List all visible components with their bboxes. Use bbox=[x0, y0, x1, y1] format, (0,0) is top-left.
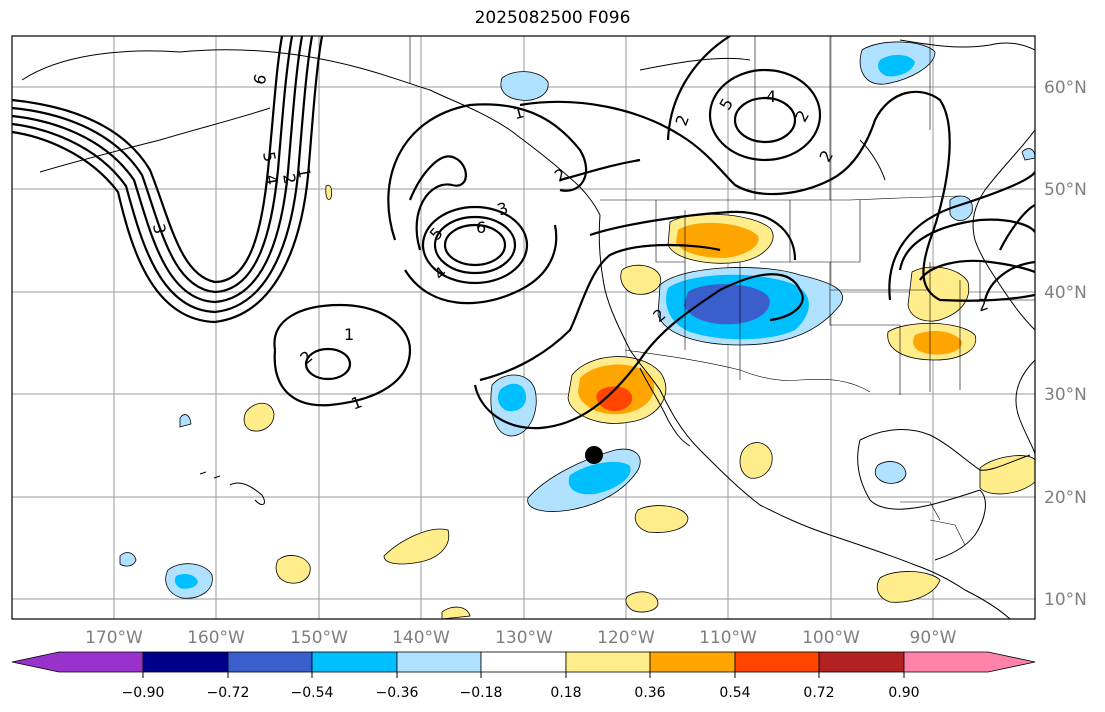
political-borders bbox=[409, 36, 1035, 546]
lat-label: 30°N bbox=[1044, 385, 1087, 405]
colorbar-segment bbox=[396, 651, 482, 673]
colorbar-tick-label: 0.90 bbox=[888, 685, 919, 701]
map-title: 2025082500 F096 bbox=[474, 8, 631, 28]
latitude-labels: 60°N 50°N 40°N 30°N 20°N 10°N bbox=[1044, 78, 1087, 610]
longitude-labels: 170°W 160°W 150°W 140°W 130°W 120°W 110°… bbox=[85, 628, 957, 648]
colorbar-tick-label: −0.72 bbox=[207, 685, 250, 701]
lat-label: 40°N bbox=[1044, 283, 1087, 303]
contour-label: 2 bbox=[279, 172, 299, 185]
contour-label: 6 bbox=[476, 218, 486, 237]
lon-label: 140°W bbox=[392, 628, 450, 648]
contour-label: 5 bbox=[259, 150, 279, 163]
colorbar-tick-label: −0.54 bbox=[291, 685, 334, 701]
lat-label: 20°N bbox=[1044, 488, 1087, 508]
colorbar-segment bbox=[311, 651, 398, 673]
lon-label: 100°W bbox=[802, 628, 860, 648]
colorbar-segment bbox=[818, 651, 905, 673]
lat-label: 10°N bbox=[1044, 590, 1087, 610]
coastlines bbox=[21, 39, 1035, 619]
lon-label: 150°W bbox=[290, 628, 348, 648]
lat-label: 50°N bbox=[1044, 180, 1087, 200]
colorbar-tick-label: −0.90 bbox=[122, 685, 165, 701]
lon-label: 120°W bbox=[597, 628, 655, 648]
point-marker bbox=[585, 446, 603, 464]
lon-label: 160°W bbox=[187, 628, 245, 648]
colorbar-segment bbox=[480, 651, 567, 673]
colorbar-segment bbox=[734, 651, 820, 673]
colorbar-tick-label: −0.36 bbox=[376, 685, 419, 701]
colorbar-ticks bbox=[142, 672, 905, 678]
colorbar-segment bbox=[565, 651, 651, 673]
lat-label: 60°N bbox=[1044, 78, 1087, 98]
colorbar-segment bbox=[11, 651, 144, 673]
colorbar-tick-label: 0.54 bbox=[719, 685, 750, 701]
colorbar-segment bbox=[142, 651, 229, 673]
contour-label: 1 bbox=[294, 166, 314, 179]
lon-label: 90°W bbox=[910, 628, 957, 648]
lon-label: 170°W bbox=[85, 628, 143, 648]
colorbar bbox=[11, 651, 1036, 673]
contour-lines bbox=[12, 36, 1035, 430]
colorbar-tick-labels: −0.90 −0.72 −0.54 −0.36 −0.18 0.18 0.36 … bbox=[122, 685, 920, 701]
map-frame bbox=[11, 35, 1036, 620]
contour-label: 1 bbox=[511, 102, 526, 123]
contour-label: 3 bbox=[149, 222, 169, 235]
colorbar-tick-label: 0.36 bbox=[634, 685, 665, 701]
colorbar-segment bbox=[227, 651, 313, 673]
colorbar-segment bbox=[649, 651, 736, 673]
contour-label: 4 bbox=[766, 87, 776, 106]
contour-label: 6 bbox=[250, 72, 271, 87]
contour-label: 4 bbox=[261, 173, 281, 186]
lon-label: 130°W bbox=[495, 628, 553, 648]
colorbar-tick-label: 0.18 bbox=[550, 685, 581, 701]
lon-label: 110°W bbox=[699, 628, 757, 648]
colorbar-tick-label: 0.72 bbox=[803, 685, 834, 701]
contour-label: 1 bbox=[344, 325, 354, 344]
colorbar-tick-label: −0.18 bbox=[460, 685, 503, 701]
colorbar-segment bbox=[903, 651, 1036, 673]
